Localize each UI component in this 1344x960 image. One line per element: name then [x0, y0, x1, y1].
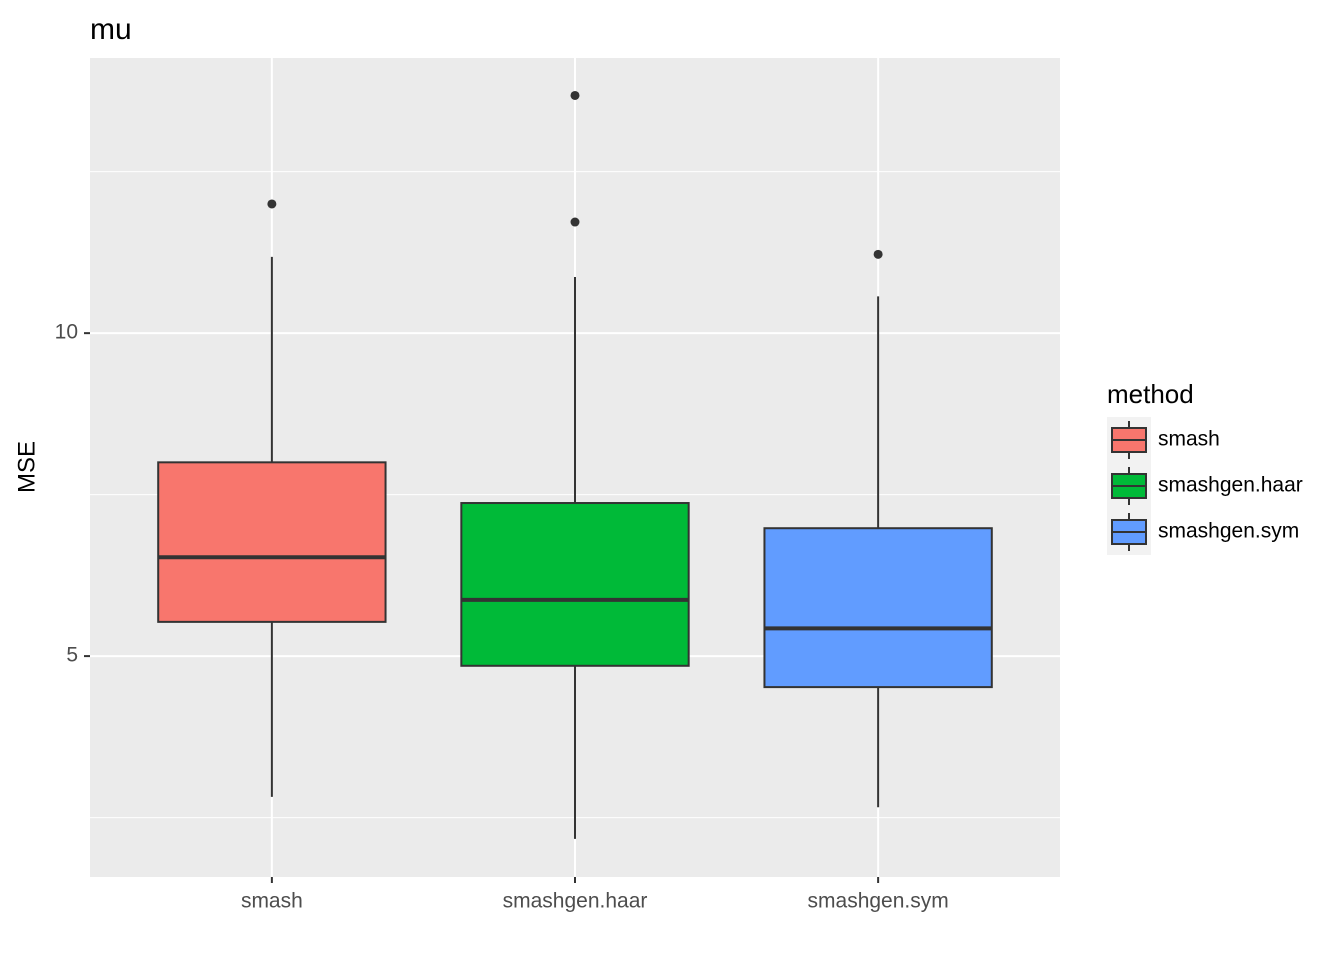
outlier	[570, 217, 580, 227]
y-tick-label: 10	[55, 321, 78, 344]
box	[763, 527, 993, 689]
legend-label: smash	[1158, 428, 1220, 451]
outlier	[267, 199, 277, 209]
y-tick-label: 5	[66, 644, 78, 667]
box	[157, 461, 387, 623]
x-tick-label: smash	[241, 890, 303, 913]
legend-label: smashgen.haar	[1158, 474, 1303, 497]
outlier	[570, 90, 580, 100]
y-axis-label: MSE	[13, 441, 40, 493]
box	[460, 502, 690, 667]
chart-title: mu	[90, 13, 132, 46]
outlier	[873, 249, 883, 259]
legend-label: smashgen.sym	[1158, 520, 1299, 543]
x-tick-label: smashgen.sym	[808, 890, 949, 913]
x-tick-label: smashgen.haar	[503, 890, 648, 913]
legend-title: method	[1107, 379, 1194, 409]
